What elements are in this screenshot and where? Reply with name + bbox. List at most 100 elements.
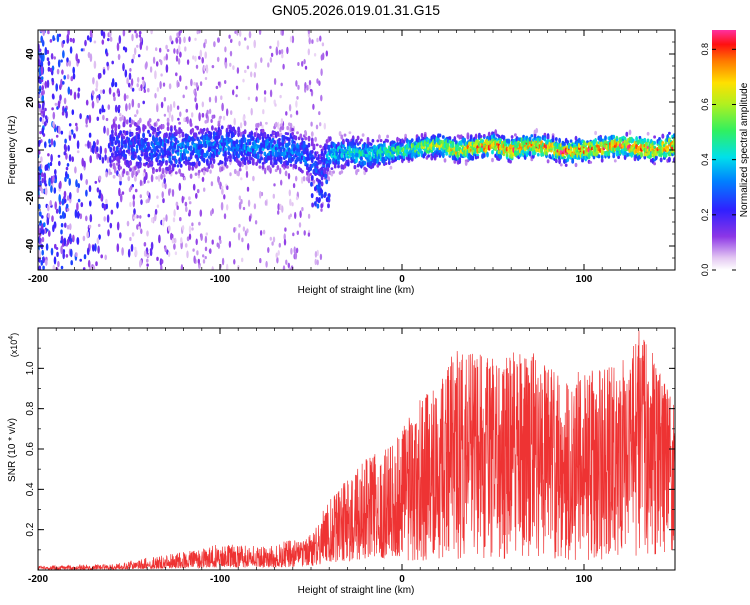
spectrogram-cell bbox=[228, 34, 231, 39]
spectrogram-cell bbox=[604, 135, 607, 141]
spectrogram-cell bbox=[153, 122, 157, 127]
spectrogram-cell bbox=[161, 259, 164, 264]
spectrogram-cell bbox=[55, 208, 59, 214]
spectrogram-cell bbox=[196, 30, 199, 35]
spectrogram-cell bbox=[193, 255, 196, 264]
spectrogram-cell bbox=[189, 145, 193, 150]
spectrogram-cell bbox=[210, 119, 213, 123]
spectrogram-cell bbox=[53, 140, 56, 148]
spectrogram-cell bbox=[69, 223, 72, 231]
spectrogram-cell bbox=[139, 194, 142, 199]
spectrogram-cell bbox=[77, 183, 80, 189]
spectrogram-cell bbox=[628, 129, 632, 136]
spectrogram-cell bbox=[41, 172, 44, 178]
spectrogram-cell bbox=[248, 140, 252, 146]
spectrogram-cell bbox=[269, 57, 273, 63]
spectrogram-cell bbox=[130, 132, 134, 137]
spectrogram-cell bbox=[178, 121, 182, 125]
spectrogram-cell bbox=[320, 203, 324, 209]
spectrogram-cell bbox=[273, 183, 276, 187]
spectrogram-cell bbox=[181, 173, 185, 178]
spectrogram-cell bbox=[237, 232, 241, 241]
spectrogram-cell bbox=[41, 85, 44, 91]
spectrogram-cell bbox=[142, 172, 146, 177]
spectrogram-cell bbox=[51, 215, 54, 223]
spectrogram-cell bbox=[546, 135, 550, 140]
spectrogram-cell bbox=[145, 151, 149, 156]
spectrogram-cell bbox=[170, 137, 173, 141]
spectrogram-cell bbox=[83, 254, 87, 260]
spectrogram-cell bbox=[85, 99, 89, 106]
spectrogram-cell bbox=[165, 161, 168, 166]
spectrogram-cell bbox=[63, 75, 66, 80]
snr-ytick-label: 0.6 bbox=[25, 442, 36, 456]
spectrogram-cell bbox=[41, 90, 44, 97]
spectrogram-cell bbox=[125, 119, 129, 125]
spectrogram-cell bbox=[159, 47, 162, 53]
spectrogram-cell bbox=[68, 60, 72, 67]
spectrogram-cell bbox=[132, 54, 136, 60]
spectrogram-cell bbox=[184, 156, 188, 160]
spectrogram-cell bbox=[166, 121, 170, 127]
spectrogram-cell bbox=[672, 145, 675, 149]
spectrogram-cell bbox=[105, 198, 108, 205]
spectrogram-cell bbox=[320, 54, 323, 61]
spectrogram-cell bbox=[174, 251, 178, 256]
spectrogram-cell bbox=[417, 136, 421, 142]
spectrogram-cell bbox=[289, 198, 292, 206]
spectrogram-cell bbox=[170, 232, 173, 241]
spectrogram-cell bbox=[217, 175, 220, 183]
spectrogram-cell bbox=[299, 133, 303, 139]
spectrogram-cell bbox=[213, 41, 216, 48]
spectrogram-cell bbox=[270, 52, 274, 58]
spectrogram-cell bbox=[316, 249, 319, 257]
spectrogram-cell bbox=[150, 30, 153, 35]
spectrogram-cell bbox=[139, 259, 142, 268]
spectrogram-cell bbox=[316, 78, 319, 84]
spectrogram-cell bbox=[253, 203, 257, 210]
spectrogram-cell bbox=[168, 83, 172, 90]
spectrogram-cell bbox=[502, 135, 506, 140]
spectrogram-cell bbox=[176, 105, 180, 110]
spectrogram-cell bbox=[158, 166, 162, 172]
spectrogram-cell bbox=[53, 187, 57, 194]
spectrogram-cell bbox=[378, 161, 381, 165]
spectrogram-cell bbox=[353, 142, 357, 146]
spectrogram-cell bbox=[277, 210, 280, 215]
spectrogram-cell bbox=[248, 151, 252, 155]
spectrogram-cell bbox=[139, 179, 143, 187]
spectrogram-cell bbox=[159, 81, 162, 89]
spectrogram-cell bbox=[263, 151, 267, 156]
spectrogram-cell bbox=[250, 107, 253, 116]
spectrogram-cell bbox=[654, 154, 658, 161]
spectrogram-cell bbox=[476, 155, 480, 159]
spectrogram-cell bbox=[292, 232, 295, 237]
spectrogram-cell bbox=[103, 125, 106, 134]
spectrogram-cell bbox=[188, 36, 191, 42]
spectrogram-cell bbox=[68, 154, 72, 162]
spectrogram-cell bbox=[338, 131, 342, 137]
spectrogram-cell bbox=[233, 259, 236, 265]
spectrogram-cell bbox=[61, 211, 65, 219]
spectrogram-cell bbox=[316, 259, 319, 266]
spectrogram-cell bbox=[300, 176, 304, 184]
spectrogram-cell bbox=[499, 153, 502, 160]
spectrogram-cell bbox=[149, 66, 153, 73]
spectrogram-cell bbox=[285, 111, 288, 116]
spectrogram-cell bbox=[86, 247, 90, 256]
spectrogram-cell bbox=[133, 208, 136, 216]
spectrogram-cell bbox=[166, 126, 170, 131]
spectrogram-cell bbox=[60, 59, 63, 63]
spectrogram-cell bbox=[289, 267, 292, 270]
spectrogram-cell bbox=[320, 94, 323, 102]
spectrogram-cell bbox=[111, 152, 114, 156]
spectrogram-cell bbox=[319, 253, 323, 261]
spectrogram-cell bbox=[654, 152, 658, 157]
colorbar-tick-label: 0.2 bbox=[700, 209, 710, 222]
spectrogram-cell bbox=[228, 240, 232, 248]
spectrogram-cell bbox=[54, 102, 58, 106]
spectrogram-cell bbox=[112, 92, 116, 98]
spectrogram-cell bbox=[459, 141, 463, 146]
spectrogram-cell bbox=[96, 187, 100, 193]
spectrogram-cell bbox=[195, 238, 198, 246]
